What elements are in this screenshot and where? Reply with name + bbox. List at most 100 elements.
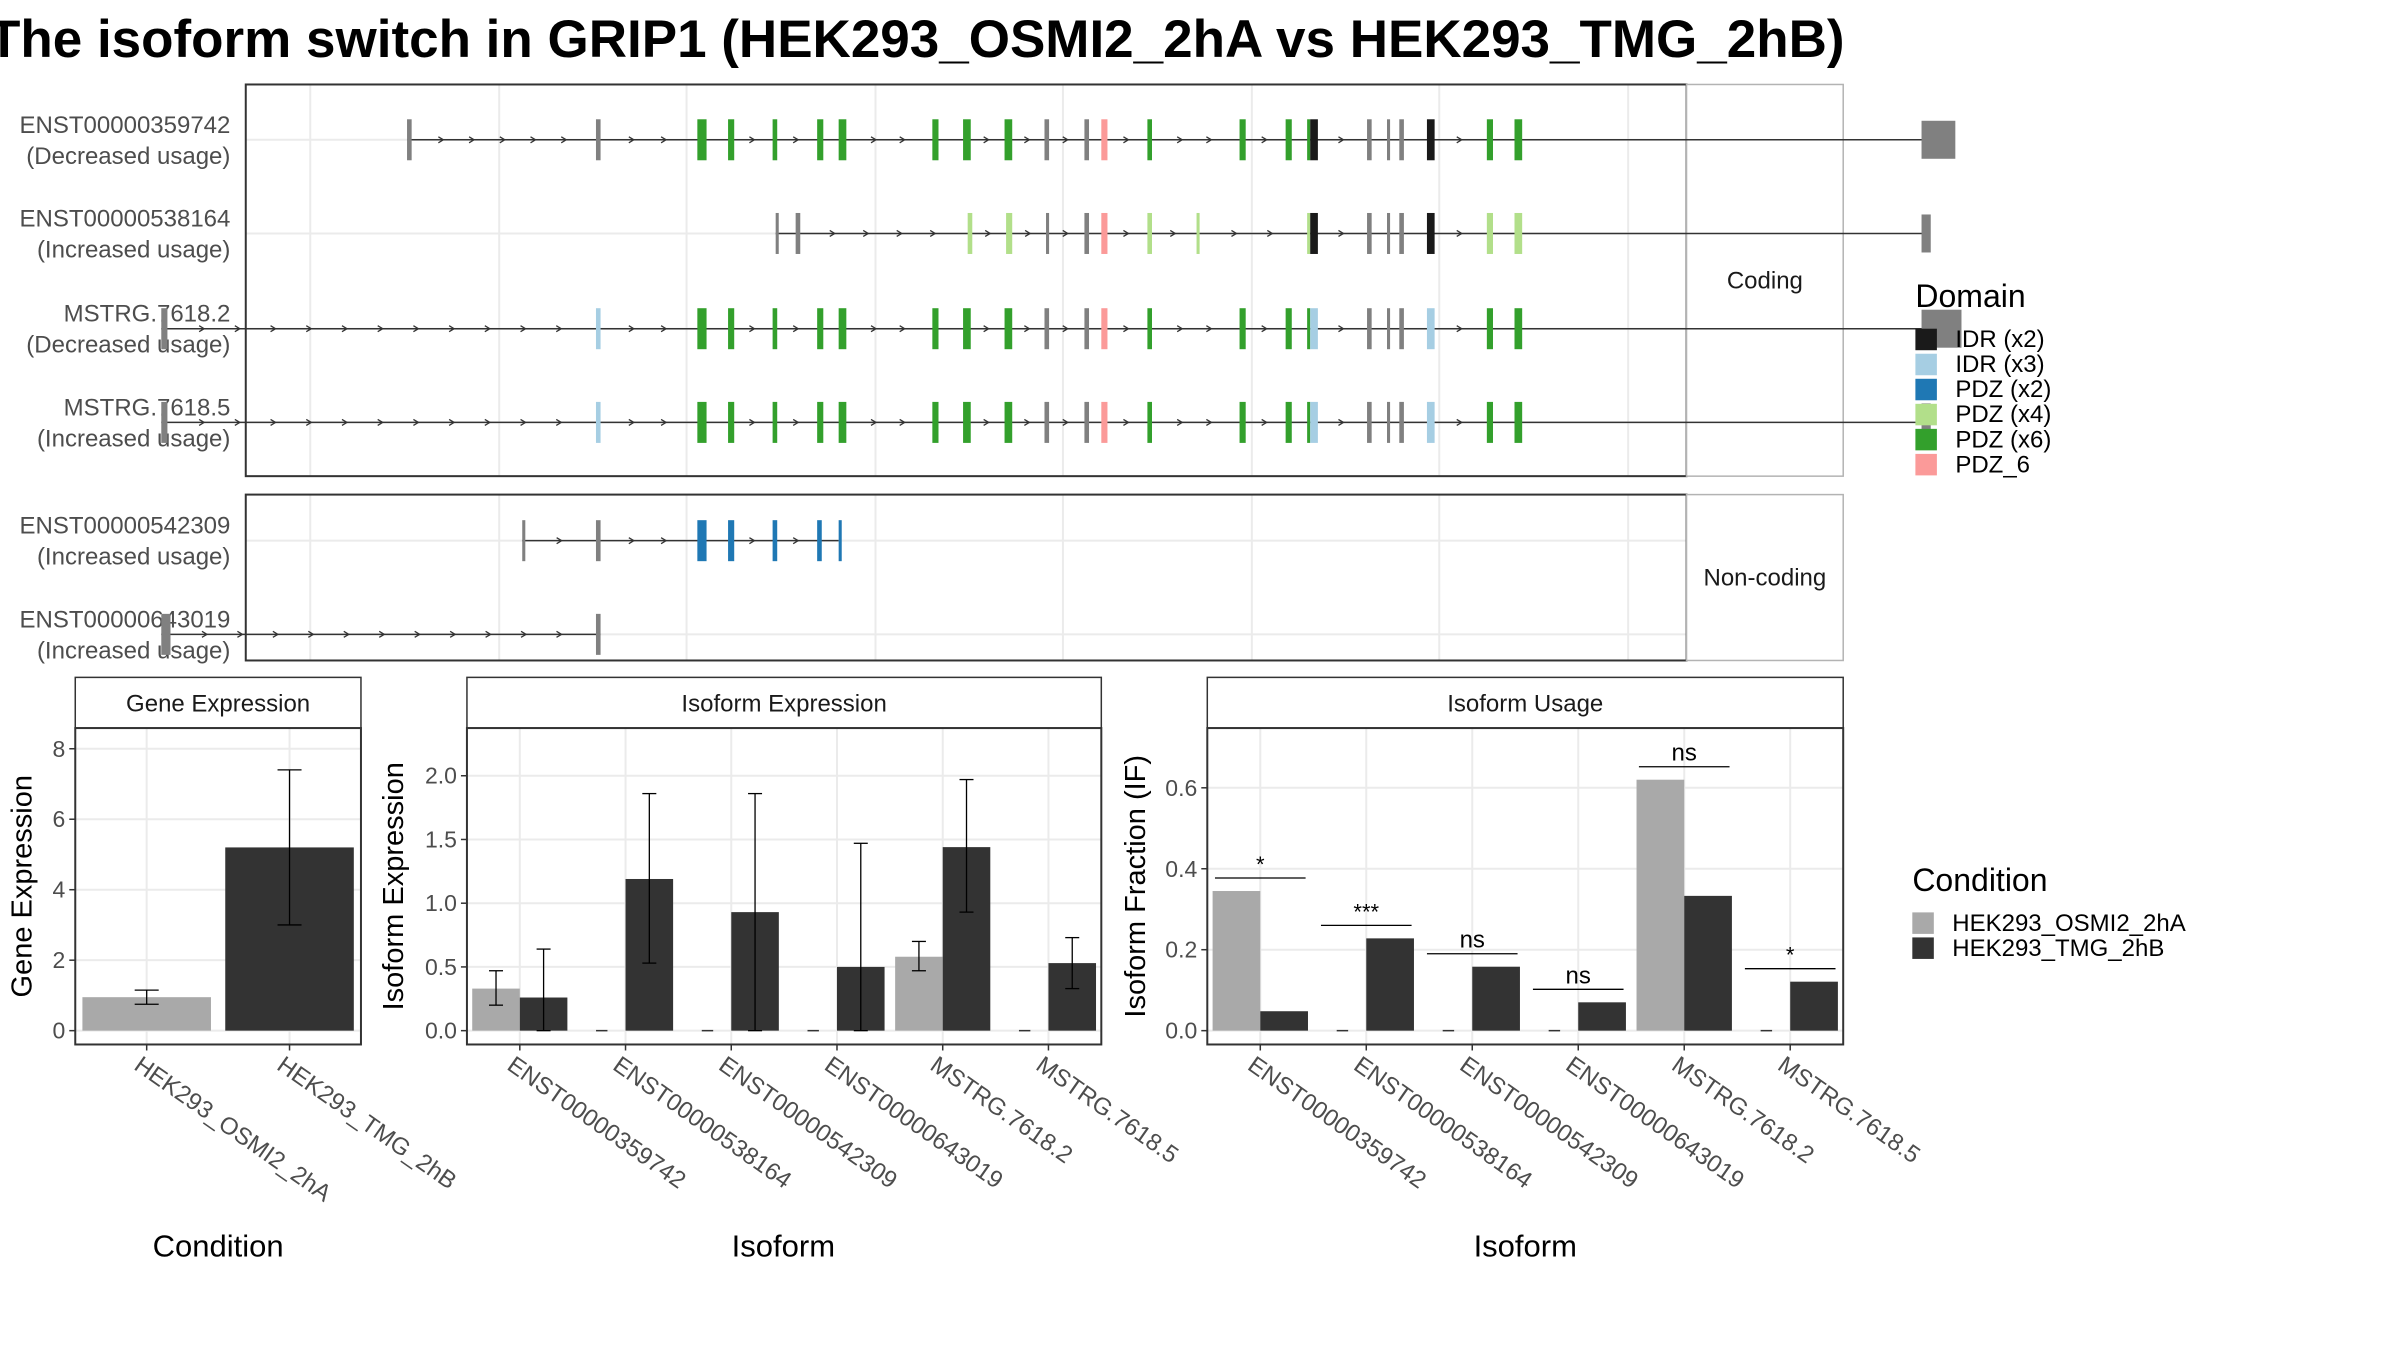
domain-legend-item: PDZ (x6) — [1915, 426, 2051, 453]
exon-block — [1399, 401, 1404, 443]
strand-arrow — [1456, 325, 1464, 333]
strand-arrow — [660, 325, 668, 333]
strand-arrow — [984, 229, 992, 238]
strand-arrow — [234, 325, 242, 333]
domain-legend-swatch — [1915, 453, 1937, 476]
bar — [1212, 891, 1261, 1031]
exon-block — [1310, 308, 1318, 350]
strand-arrow — [468, 136, 476, 144]
strand-arrow — [1024, 229, 1032, 238]
exon-block — [1044, 308, 1050, 350]
exon-block — [1426, 308, 1435, 350]
exon-block — [1367, 401, 1372, 443]
panel-title: Gene Expression — [126, 691, 310, 718]
bar-charts: Gene Expression02468HEK293_OSMI2_2hAHEK2… — [7, 676, 1925, 1263]
significance-label: * — [1786, 943, 1795, 968]
strand-arrow — [983, 418, 990, 426]
strand-arrow — [378, 630, 386, 638]
strand-arrow — [1206, 325, 1213, 333]
exon-block — [1285, 401, 1292, 443]
exon-block — [817, 308, 824, 350]
exon-block — [817, 401, 824, 443]
panel-border — [74, 727, 362, 1046]
exon-block — [595, 520, 601, 562]
strand-arrow — [485, 630, 492, 638]
strand-arrow — [1024, 418, 1031, 426]
domain-legend-label: IDR (x3) — [1955, 351, 2044, 378]
strand-arrow — [1123, 418, 1130, 426]
strand-arrow — [628, 325, 636, 333]
strand-arrow — [1123, 325, 1130, 333]
panel-background — [245, 494, 1687, 661]
strand-arrow — [234, 418, 242, 426]
exon-block — [697, 520, 707, 562]
exon-block — [795, 212, 801, 254]
condition-legend-swatch — [1912, 937, 1934, 959]
strand-arrow — [414, 630, 421, 638]
strand-arrow — [792, 136, 800, 144]
exon-block — [1307, 401, 1311, 443]
x-tick-label: ENST00000359742 — [1243, 1051, 1431, 1194]
transcript-usage-label: (Increased usage) — [37, 425, 230, 452]
strand-arrow — [272, 630, 280, 638]
x-axis-title: Isoform — [732, 1228, 835, 1263]
strand-arrow — [1062, 136, 1070, 144]
condition-legend-swatch — [1912, 912, 1934, 934]
exon-block — [772, 401, 778, 443]
chart-panel-2: Isoform Usage****nsnsns*0.00.20.40.6ENST… — [1120, 676, 1925, 1263]
exon-block — [1101, 119, 1108, 161]
strand-arrow — [1206, 418, 1213, 426]
strand-arrow — [628, 418, 636, 426]
strand-arrow — [448, 418, 456, 426]
strand-arrow — [983, 136, 990, 144]
facet-strip — [1685, 83, 1844, 477]
y-tick-label: 6 — [52, 806, 65, 832]
strand-arrow — [341, 325, 349, 333]
panel-border — [465, 727, 1103, 1046]
exon-block — [728, 308, 735, 350]
transcript-usage-label: (Increased usage) — [37, 544, 230, 571]
domain-legend-label: IDR (x2) — [1955, 326, 2044, 353]
strand-arrow — [377, 418, 384, 426]
y-tick-label: 8 — [52, 736, 65, 762]
transcript-row: ENST00000359742 (Decreased usage) — [20, 112, 1956, 170]
transcript-id-label: ENST00000538164 — [20, 205, 231, 232]
domain-legend-swatch — [1915, 353, 1937, 376]
panel-border — [1206, 727, 1845, 1046]
strand-arrow — [1176, 325, 1184, 333]
strand-arrow — [660, 537, 668, 545]
x-axis-title: Isoform — [1474, 1228, 1577, 1263]
strand-arrow — [1062, 325, 1070, 333]
transcript-panel: Coding ENST00000359742(Decreased usage) EN… — [20, 83, 1962, 664]
strand-arrow — [438, 136, 445, 144]
domain-legend-swatch — [1915, 403, 1937, 426]
domain-legend-swatch — [1915, 378, 1937, 401]
strand-arrow — [1123, 229, 1130, 238]
strand-arrow — [520, 418, 527, 426]
exon-block — [1084, 119, 1090, 161]
domain-legend-label: PDZ (x2) — [1955, 376, 2051, 403]
exon-block — [1387, 308, 1391, 350]
x-tick-label: ENST00000643019 — [1561, 1051, 1749, 1194]
exon-block — [1147, 401, 1152, 443]
bar — [1366, 938, 1414, 1031]
exon-block — [1367, 308, 1372, 350]
bar — [1260, 1011, 1308, 1031]
strand-arrow — [1456, 136, 1464, 144]
facet-strip-label: Non-coding — [1703, 565, 1826, 592]
strand-arrow — [270, 325, 277, 333]
transcript-id-label: MSTRG.7618.5 — [64, 394, 231, 421]
exon-block — [1044, 119, 1050, 161]
strand-arrow — [413, 418, 420, 426]
strand-arrow — [1176, 418, 1184, 426]
bar — [1636, 779, 1685, 1031]
condition-legend-item: HEK293_OSMI2_2hA — [1912, 910, 2186, 937]
exon-block — [1310, 212, 1318, 254]
exon-block — [1046, 212, 1050, 254]
facet-strip-label: Coding — [1727, 267, 1803, 294]
strand-arrow — [1062, 418, 1070, 426]
strand-arrow — [270, 418, 277, 426]
condition-legend-label: HEK293_TMG_2hB — [1952, 935, 2164, 962]
strand-arrow — [1231, 229, 1238, 238]
